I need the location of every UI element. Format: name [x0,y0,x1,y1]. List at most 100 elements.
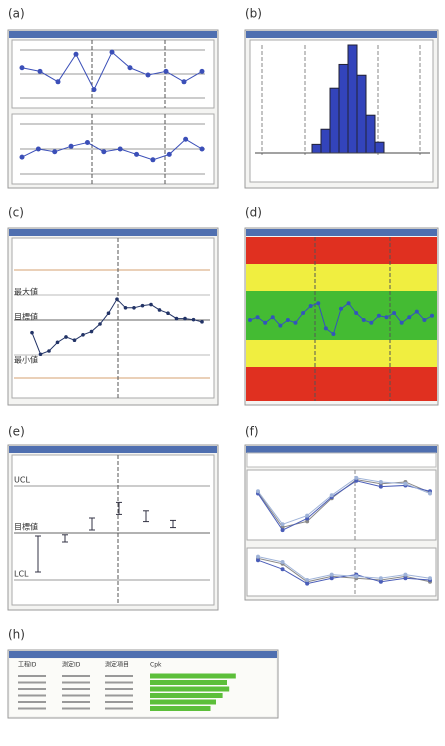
data-point [323,326,328,331]
title-bar [9,651,277,658]
data-point [403,572,408,577]
data-point [354,574,359,579]
cell-text [105,701,133,703]
zone-band [246,237,437,264]
cpk-bar [150,706,211,711]
panel-label: (c) [8,206,24,220]
data-point [361,318,366,322]
data-point [403,576,408,581]
cell-text [105,707,133,710]
data-point [89,329,94,334]
title-bar [9,229,217,236]
data-point [346,301,351,306]
data-point [106,311,111,316]
data-point [270,315,275,320]
panel-label: (e) [8,425,25,439]
data-point [19,65,25,71]
data-point [256,554,260,559]
data-point [37,68,43,74]
data-point [73,51,79,57]
data-point [30,330,34,335]
cpk-bar [150,686,230,692]
zone-band [246,340,437,367]
column-header: 測定ID [62,661,81,669]
data-point [256,558,260,563]
data-point [280,567,285,572]
data-point [285,318,290,322]
data-point [329,576,334,581]
data-point [149,302,153,307]
data-point [38,352,43,357]
data-point [369,320,374,325]
bar [329,87,340,154]
data-point [378,484,383,489]
data-point [414,309,419,314]
data-line [257,559,431,585]
bar [347,44,358,154]
data-point [19,154,25,160]
zone-band [246,264,437,291]
title-bar [246,31,437,38]
data-point [191,317,196,322]
data-point [278,323,283,328]
cell-text [62,707,90,710]
plot-area [246,469,437,541]
cell-text [105,694,133,697]
data-point [101,149,107,155]
target-label: 目標値 [14,522,38,532]
data-line [257,557,431,583]
data-point [280,528,285,533]
panel-label: (d) [245,206,262,220]
plot-area [11,454,215,606]
data-point [280,560,285,564]
legend-table [246,452,437,468]
data-point [403,481,408,486]
upper-label: 最大値 [14,287,38,297]
cell-text [105,688,133,690]
data-point [166,151,172,157]
data-point [255,315,260,320]
data-point [117,146,123,152]
data-point [354,475,359,480]
cpk-bar [150,680,227,685]
data-point [280,522,285,527]
data-point [378,479,383,484]
data-line [257,480,431,531]
data-point [329,493,334,498]
bar [374,141,385,154]
data-point [399,320,404,325]
data-point [52,149,58,155]
bar [365,114,376,154]
data-point [84,140,90,146]
data-point [134,151,140,157]
bar [338,63,349,154]
data-point [150,157,156,163]
bar [356,74,367,154]
data-point [422,318,427,322]
title-bar [246,446,437,453]
data-point [301,311,306,315]
cpk-bar [150,673,236,679]
data-point [55,340,60,345]
data-point [183,316,187,321]
data-point [199,146,205,152]
cell-text [62,681,90,684]
cell-text [105,675,133,677]
data-point [305,578,310,582]
zone-band [246,291,437,340]
title-bar [9,446,217,453]
data-point [428,491,432,496]
cell-text [18,701,46,703]
data-point [305,513,310,518]
data-point [428,576,432,581]
data-point [166,311,170,316]
zone-band [246,367,437,401]
target-label: 目標値 [14,312,38,322]
cell-text [62,694,90,697]
data-point [72,338,77,343]
lower-label: 最小値 [14,355,38,365]
cell-text [18,681,46,684]
data-line [21,138,203,161]
column-header: 測定項目 [105,661,129,669]
